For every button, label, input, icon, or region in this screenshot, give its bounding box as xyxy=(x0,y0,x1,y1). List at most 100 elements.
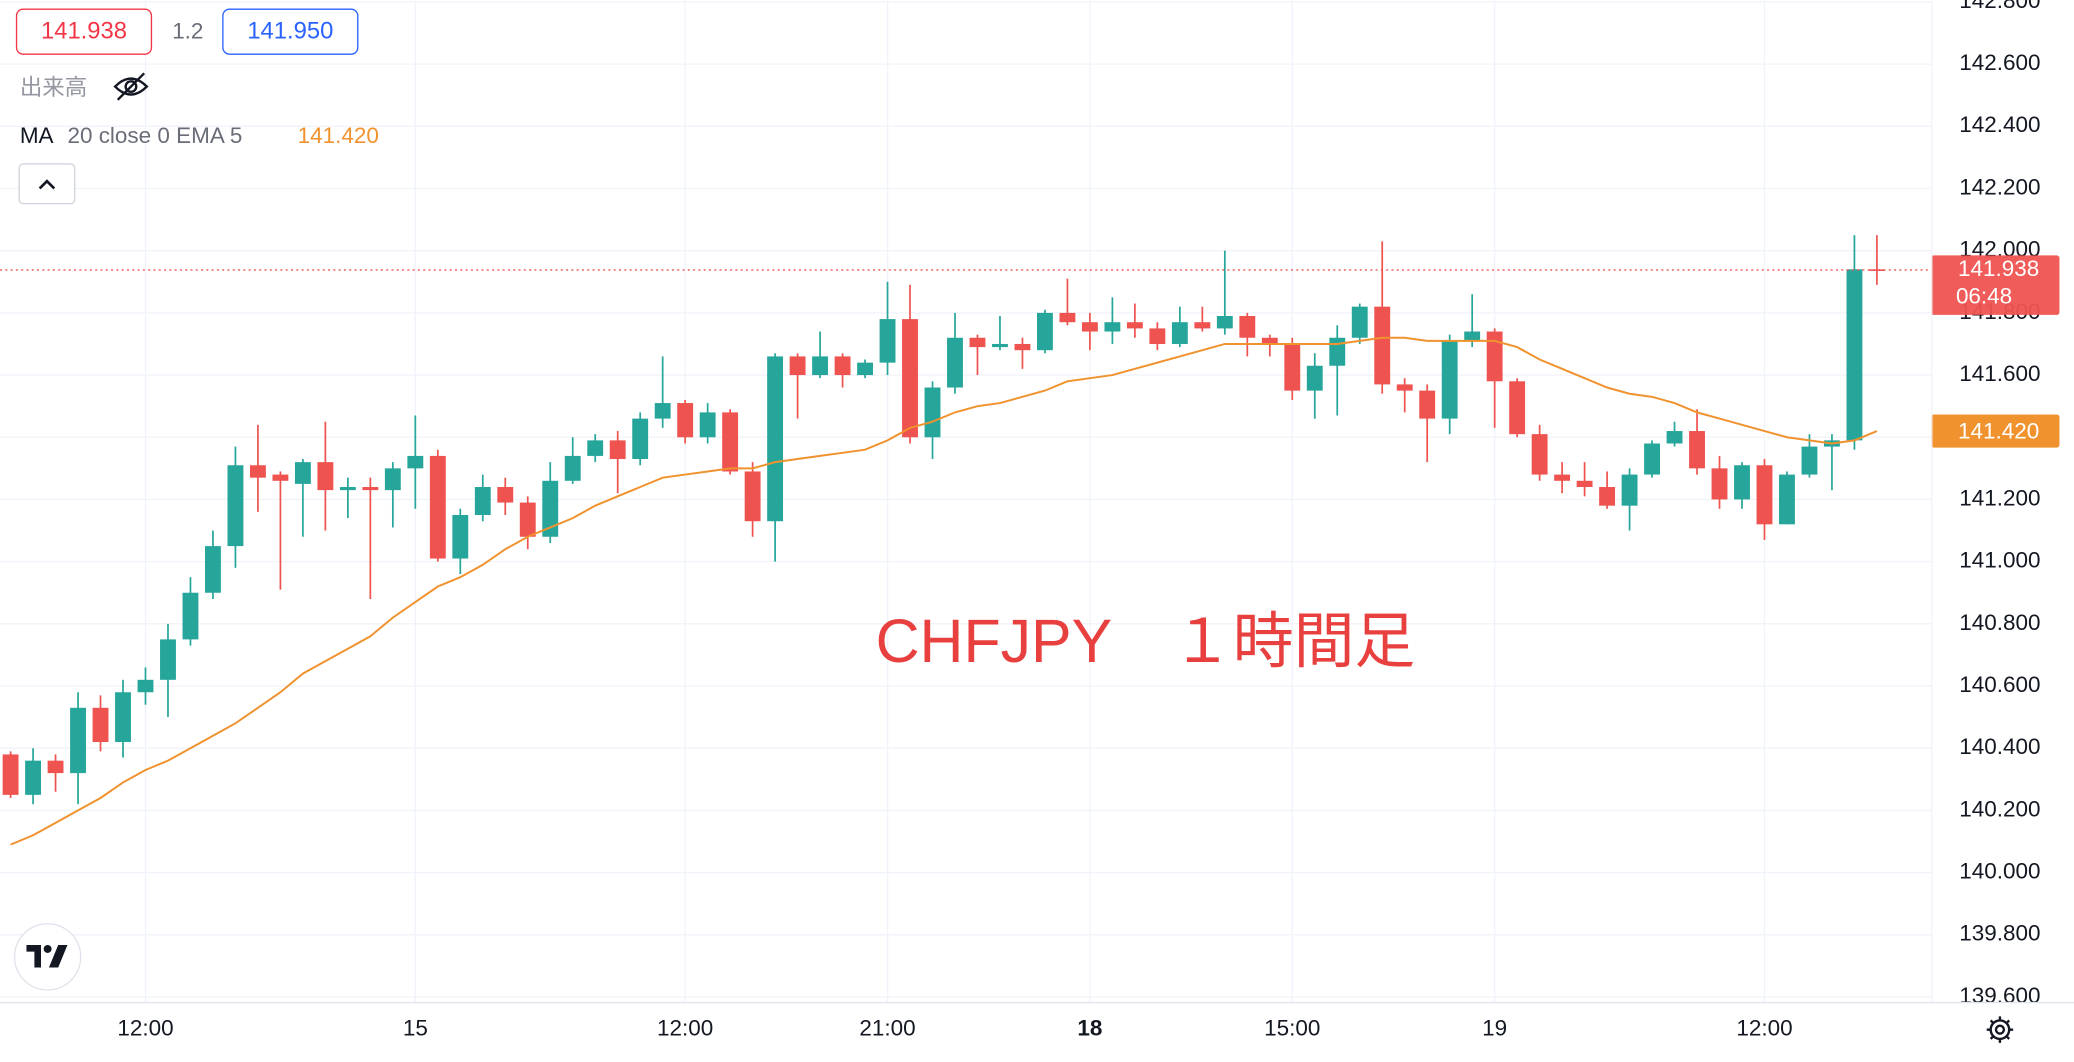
candle-body xyxy=(317,462,334,491)
candle-body xyxy=(1239,315,1256,338)
last-price-tag xyxy=(1931,255,2060,315)
y-tick-label: 142.200 xyxy=(1959,174,2040,199)
candle-body xyxy=(1216,315,1233,329)
indicator-params: 20 close 0 EMA 5 xyxy=(67,123,242,148)
candle-body xyxy=(1441,340,1458,419)
y-tick-label: 141.200 xyxy=(1959,485,2040,510)
candle-body xyxy=(25,760,42,795)
indicator-value: 141.420 xyxy=(298,123,379,148)
candle-body xyxy=(407,455,424,469)
y-tick-label: 142.400 xyxy=(1959,112,2040,137)
candle-body xyxy=(1329,337,1346,366)
x-tick-label: 15 xyxy=(403,1016,428,1041)
candle-body xyxy=(70,707,86,774)
indicator-tag-label: 141.420 xyxy=(1958,418,2039,443)
candle-body xyxy=(1351,306,1368,338)
candle-body xyxy=(452,515,469,559)
candle-body xyxy=(969,337,986,348)
candle-body xyxy=(249,465,266,478)
candle-body xyxy=(294,462,311,484)
candle-body xyxy=(1689,431,1705,469)
candle-body xyxy=(182,592,199,640)
candle-body xyxy=(1756,465,1773,525)
y-tick-label: 139.600 xyxy=(1959,983,2040,1008)
candle-body xyxy=(92,707,109,743)
candle-body xyxy=(902,319,918,438)
candle-body xyxy=(1194,322,1211,329)
candle-body xyxy=(1779,474,1795,525)
candle-body xyxy=(722,412,739,472)
bid-button[interactable] xyxy=(15,8,153,55)
candle-body xyxy=(1081,322,1098,332)
candle-body xyxy=(1801,446,1818,475)
candle-body xyxy=(542,480,559,537)
collapse-button[interactable] xyxy=(18,163,76,205)
candle-body xyxy=(1846,269,1863,441)
chevron-icon[interactable] xyxy=(38,179,56,190)
volume-label: 出来高 xyxy=(20,75,87,100)
plot-area xyxy=(0,235,1932,846)
candle-body xyxy=(1599,487,1616,506)
candle-body xyxy=(339,487,356,491)
candle-body xyxy=(47,760,64,774)
candle-body xyxy=(834,356,851,376)
candle-body xyxy=(2,754,19,795)
candle-body xyxy=(1374,306,1391,385)
x-tick-label: 12:00 xyxy=(117,1016,173,1041)
y-tick-label: 140.400 xyxy=(1959,734,2040,759)
candle-body xyxy=(609,440,626,460)
candle-body xyxy=(429,455,446,559)
candle-body xyxy=(789,356,806,376)
candle-body xyxy=(519,502,536,537)
candle-body xyxy=(1396,384,1413,391)
price-tags: 141.420 141.938 06:48 xyxy=(1931,255,2060,448)
candle-body xyxy=(1284,343,1301,391)
x-tick-label: 19 xyxy=(1482,1016,1507,1041)
candle-body xyxy=(1261,337,1278,344)
y-tick-label: 141.600 xyxy=(1959,361,2040,386)
indicator-line xyxy=(10,336,1878,846)
tradingview-logo[interactable] xyxy=(13,923,82,991)
candle-body xyxy=(497,487,514,503)
candle-body xyxy=(1014,343,1031,351)
candle-body xyxy=(1711,468,1728,500)
x-tick-label: 12:00 xyxy=(1736,1016,1792,1041)
candle-body xyxy=(1486,331,1503,382)
candle-body xyxy=(677,403,694,438)
candle-body xyxy=(1464,331,1481,341)
candle-body xyxy=(1621,474,1638,506)
candle-body xyxy=(1734,465,1750,500)
candle-body xyxy=(1554,474,1571,481)
indicator-tag xyxy=(1931,414,2060,448)
candle-body xyxy=(857,362,873,376)
y-tick-label: 140.600 xyxy=(1959,672,2040,697)
ask-button[interactable] xyxy=(222,8,359,55)
candle-body xyxy=(1576,480,1593,488)
bid-price[interactable]: 141.938 xyxy=(41,18,127,45)
ask-price[interactable]: 141.950 xyxy=(247,18,333,45)
candle-body xyxy=(587,440,604,456)
candle-body xyxy=(654,403,671,419)
candle-body xyxy=(160,639,176,680)
x-tick-label: 15:00 xyxy=(1264,1016,1320,1041)
x-tick-label: 12:00 xyxy=(657,1016,713,1041)
hide-volume-icon[interactable] xyxy=(113,72,149,101)
y-tick-label: 139.800 xyxy=(1959,921,2040,946)
candle-body xyxy=(205,546,221,593)
settings-icon[interactable] xyxy=(1986,1016,2014,1043)
candle-body xyxy=(1666,431,1683,444)
y-tick-label: 140.200 xyxy=(1959,796,2040,821)
candle-body xyxy=(699,412,716,438)
candle-body xyxy=(924,387,941,438)
candle-body xyxy=(1419,390,1436,419)
candle-body xyxy=(1509,381,1526,435)
y-tick-label: 141.000 xyxy=(1959,548,2040,573)
candle-body xyxy=(1644,443,1660,475)
y-tick-label: 142.600 xyxy=(1959,50,2040,75)
candle-body xyxy=(1126,322,1143,329)
candle-body xyxy=(744,471,761,522)
candle-body xyxy=(992,343,1008,348)
